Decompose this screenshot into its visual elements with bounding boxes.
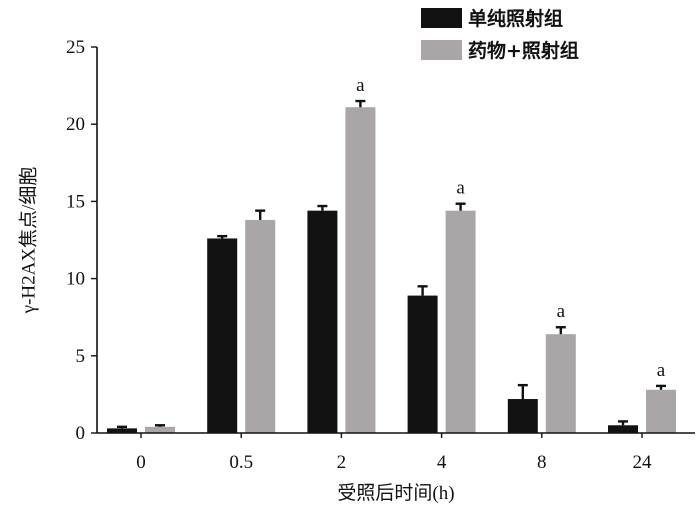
y-axis-title: γ-H2AX焦点/细胞 xyxy=(17,167,39,315)
x-tick-label: 8 xyxy=(537,452,547,473)
bar-series-1-cat-1 xyxy=(245,219,276,433)
bar-series-0-cat-1 xyxy=(207,238,238,433)
y-tick-label: 20 xyxy=(66,114,85,135)
x-axis-ticks: 0 0.5 2 4 8 24 xyxy=(136,433,652,473)
x-tick-label: 2 xyxy=(337,452,347,473)
y-tick-label: 15 xyxy=(66,191,85,212)
bar-series-1-cat-3 xyxy=(445,210,476,433)
legend-swatch-drug-plus-irradiation xyxy=(421,40,462,60)
x-tick-label: 0 xyxy=(136,452,146,473)
significance-annotation: a xyxy=(456,178,465,199)
legend-label-irradiation-only: 单纯照射组 xyxy=(468,7,563,30)
significance-annotation: a xyxy=(657,360,666,381)
bar-series-0-cat-2 xyxy=(307,210,338,433)
significance-annotation: a xyxy=(356,75,365,96)
y-tick-label: 0 xyxy=(76,423,86,444)
x-tick-label: 4 xyxy=(437,452,447,473)
bar-series-0-cat-3 xyxy=(407,295,438,433)
bar-series-0-cat-5 xyxy=(608,425,638,433)
y-axis-ticks: 0 5 10 15 20 25 xyxy=(66,37,97,444)
bar-series-1-cat-2 xyxy=(345,107,376,433)
bar-series-1-cat-5 xyxy=(646,389,676,433)
y-tick-label: 25 xyxy=(66,37,85,58)
legend: 单纯照射组 药物+照射组 xyxy=(421,7,579,62)
x-axis-title: 受照后时间(h) xyxy=(337,482,454,504)
error-bars-layer xyxy=(117,99,666,429)
annotations-layer: a a a a xyxy=(356,75,666,381)
bar-series-1-cat-4 xyxy=(545,334,576,433)
x-tick-label: 24 xyxy=(633,452,653,473)
y-tick-label: 10 xyxy=(66,269,85,290)
legend-swatch-irradiation-only xyxy=(421,8,462,28)
y-tick-label: 5 xyxy=(76,346,86,367)
bar-series-0-cat-0 xyxy=(107,428,137,433)
bar-series-0-cat-4 xyxy=(507,399,538,433)
significance-annotation: a xyxy=(557,301,566,322)
bars-layer xyxy=(107,107,676,433)
legend-label-drug-plus-irradiation: 药物+照射组 xyxy=(468,39,579,62)
x-tick-label: 0.5 xyxy=(229,452,253,473)
bar-series-1-cat-0 xyxy=(145,426,175,433)
